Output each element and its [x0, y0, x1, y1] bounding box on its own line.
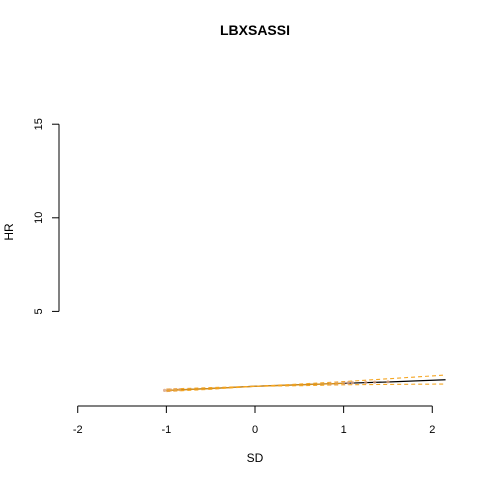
ci-upper-line: [166, 374, 446, 390]
observation-point: [162, 388, 167, 392]
x-tick-label: -2: [73, 424, 83, 436]
y-tick-label: 10: [33, 212, 45, 224]
hr-estimate-highlight: [166, 382, 344, 392]
y-axis-label: HR: [2, 223, 16, 241]
observation-point: [350, 381, 355, 385]
observation-point: [386, 380, 390, 384]
chart-title: LBXSASSI: [220, 22, 290, 38]
x-tick-label: -1: [161, 424, 171, 436]
x-tick-label: 0: [252, 424, 258, 436]
observation-point: [346, 381, 350, 385]
y-axis: 5 10 15: [33, 118, 60, 314]
y-tick-label: 5: [33, 308, 45, 314]
series-layer: [162, 374, 446, 393]
x-tick-label: 1: [341, 424, 347, 436]
x-tick-label: 2: [429, 424, 435, 436]
observation-point: [364, 380, 368, 384]
x-axis-label: SD: [247, 451, 264, 465]
observation-point: [373, 380, 377, 384]
ci-lower-line: [166, 383, 446, 393]
x-axis: -2 -1 0 1 2: [73, 405, 435, 436]
y-tick-label: 15: [33, 118, 45, 130]
